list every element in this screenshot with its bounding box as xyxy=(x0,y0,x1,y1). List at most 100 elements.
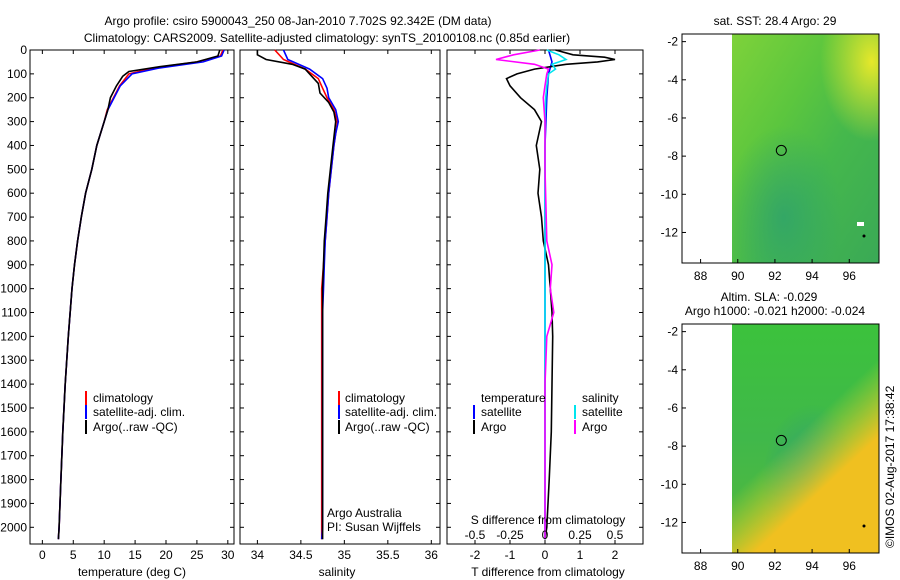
y-tick-label: 600 xyxy=(7,186,27,200)
map-y-tick-label: -10 xyxy=(661,477,679,491)
sla-small-marker xyxy=(862,524,866,528)
y-tick-label: 100 xyxy=(7,67,27,81)
map-y-tick-label: -6 xyxy=(667,401,678,415)
salinity-legend: climatology satellite-adj. clim. Argo(..… xyxy=(338,391,437,434)
map-x-tick-label: 94 xyxy=(805,559,819,573)
map-y-tick-label: -10 xyxy=(661,187,679,201)
x-tick-label: -2 xyxy=(470,548,481,562)
map-y-tick-label: -4 xyxy=(667,73,678,87)
y-tick-label: 0 xyxy=(20,43,27,57)
x-tick-label: 25 xyxy=(190,548,204,562)
map-x-tick-label: 96 xyxy=(843,269,857,283)
y-tick-label: 1800 xyxy=(0,473,27,487)
y-tick-label: 900 xyxy=(7,258,27,272)
x-tick-label: 10 xyxy=(98,548,112,562)
top-tick-label: -0.25 xyxy=(496,528,524,542)
map-y-tick-label: -12 xyxy=(661,515,679,529)
temperature-legend: climatology satellite-adj. clim. Argo(..… xyxy=(85,391,185,434)
map-x-tick-label: 92 xyxy=(768,269,782,283)
sst-missing-pixel xyxy=(857,222,864,226)
y-tick-label: 800 xyxy=(7,234,27,248)
map-x-tick-label: 94 xyxy=(805,269,819,283)
sla-map: Altim. SLA: -0.029 Argo h1000: -0.021 h2… xyxy=(661,290,880,573)
y-tick-label: 1700 xyxy=(0,449,27,463)
map-y-tick-label: -8 xyxy=(667,439,678,453)
x-tick-label: 36 xyxy=(425,548,439,562)
sla-argo-position-marker xyxy=(775,434,787,446)
y-tick-label: 2000 xyxy=(0,520,27,534)
x-tick-label: 2 xyxy=(612,548,619,562)
series-line-salinity-argo xyxy=(495,49,555,540)
top-tick-label: 0 xyxy=(542,528,549,542)
y-tick-label: 200 xyxy=(7,91,27,105)
top-tick-label: 0.25 xyxy=(568,528,592,542)
map-y-tick-label: -12 xyxy=(661,225,679,239)
map-y-tick-label: -8 xyxy=(667,149,678,163)
legend-label-satellite: satellite-adj. clim. xyxy=(93,405,185,419)
map-x-tick-label: 90 xyxy=(731,269,745,283)
series-line-satellite-adj-clim- xyxy=(57,49,225,540)
y-tick-label: 1000 xyxy=(0,282,27,296)
x-tick-label: 5 xyxy=(70,548,77,562)
salinity-axes-frame xyxy=(239,49,441,545)
y-tick-label: 1100 xyxy=(1,306,27,320)
header-line1: Argo profile: csiro 5900043_250 08-Jan-2… xyxy=(105,14,492,28)
y-tick-label: 500 xyxy=(7,162,27,176)
y-tick-label: 300 xyxy=(7,115,27,129)
legend-title-salinity: salinity xyxy=(582,391,619,405)
map-y-tick-label: -2 xyxy=(667,35,678,49)
y-tick-label: 1600 xyxy=(0,425,27,439)
sst-axes-frame xyxy=(681,33,880,264)
salinity-panel: 34 34.5 35 35.5 36 salinity climatology sate… xyxy=(239,49,441,579)
y-tick-label: 1200 xyxy=(0,329,27,343)
x-tick-label: 35.5 xyxy=(376,548,400,562)
y-tick-label: 1900 xyxy=(0,496,27,510)
legend-label-argo: Argo(..raw -QC) xyxy=(93,420,178,434)
sla-axes-frame xyxy=(681,323,880,554)
x-tick-label: 35 xyxy=(338,548,352,562)
series-line-climatology xyxy=(274,49,339,540)
map-x-tick-label: 96 xyxy=(843,559,857,573)
header-line2: Climatology: CARS2009. Satellite-adjuste… xyxy=(84,31,570,45)
map-y-tick-label: -4 xyxy=(667,363,678,377)
difference-top-label: S difference from climatology xyxy=(471,513,626,527)
legend-label-argo: Argo(..raw -QC) xyxy=(345,420,430,434)
x-tick-label: 0 xyxy=(542,548,549,562)
legend-label-s-satellite: satellite xyxy=(582,405,623,419)
difference-panel: -2 -1 0 1 2 S difference from climatology -0… xyxy=(446,49,644,579)
sst-map: sat. SST: 28.4 Argo: 29 88 90 92 94 96 -2 -4 -… xyxy=(661,14,880,283)
y-tick-label: 400 xyxy=(7,138,27,152)
map-x-tick-label: 90 xyxy=(731,559,745,573)
sst-cool-region xyxy=(732,34,879,263)
x-tick-label: 34.5 xyxy=(289,548,313,562)
map-x-tick-label: 92 xyxy=(768,559,782,573)
y-tick-label: 1400 xyxy=(0,377,27,391)
series-line-argo-raw-qc- xyxy=(57,49,221,540)
sst-map-title: sat. SST: 28.4 Argo: 29 xyxy=(714,14,837,28)
series-line-climatology xyxy=(57,49,224,540)
difference-legend: temperature salinity satellite Argo sate… xyxy=(473,391,623,434)
salinity-xlabel: salinity xyxy=(319,565,356,579)
top-tick-label: -0.5 xyxy=(465,528,486,542)
series-line-satellite-adj-clim- xyxy=(282,49,340,540)
temperature-panel: 0 5 10 15 20 25 30 0 100 200 300 400 500 600 700 800 90… xyxy=(0,43,235,579)
series-line-temperature-argo xyxy=(505,49,616,540)
map-y-tick-label: -6 xyxy=(667,111,678,125)
sst-argo-position-marker xyxy=(775,144,787,156)
sla-high-corner xyxy=(732,324,879,553)
legend-label-t-satellite: satellite xyxy=(481,405,522,419)
difference-xlabel: T difference from climatology xyxy=(471,565,625,579)
legend-label-s-argo: Argo xyxy=(582,420,608,434)
map-x-tick-label: 88 xyxy=(694,559,708,573)
y-tick-label: 1500 xyxy=(0,401,27,415)
imos-credit: ©IMOS 02-Aug-2017 17:38:42 xyxy=(883,385,897,548)
credit-pi: PI: Susan Wijffels xyxy=(327,520,421,534)
map-y-tick-label: -2 xyxy=(667,325,678,339)
x-tick-label: 34 xyxy=(251,548,265,562)
credit-argo-australia: Argo Australia xyxy=(327,506,402,520)
legend-label-satellite: satellite-adj. clim. xyxy=(345,405,437,419)
temperature-axes-frame xyxy=(29,49,235,545)
top-tick-label: 0.5 xyxy=(607,528,624,542)
series-line-argo-raw-qc- xyxy=(256,50,337,540)
sst-small-marker xyxy=(862,234,866,238)
